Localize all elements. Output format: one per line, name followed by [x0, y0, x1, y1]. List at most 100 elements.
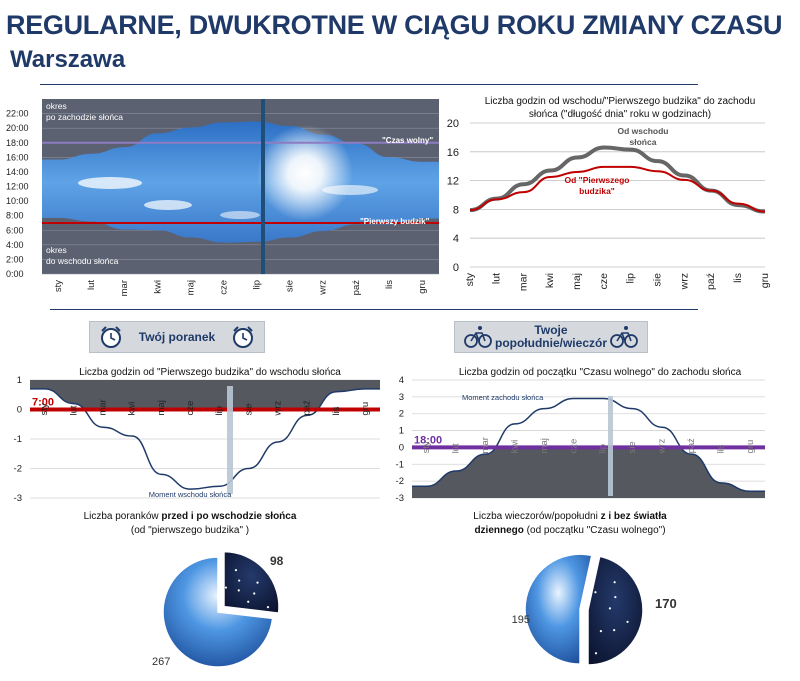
x-tick-label: mar [97, 399, 108, 415]
reference-label: 18:00 [414, 434, 442, 446]
x-tick-label: sty [39, 403, 50, 415]
caption-text: Liczba wieczorów/popołudni [473, 511, 601, 522]
bicycle-icon [610, 326, 638, 348]
pie-slice [223, 550, 280, 614]
annotation-before-sunrise-2: do wschodu słońca [46, 256, 119, 266]
y-tick-label: 2 [399, 409, 404, 420]
evening-chart-title: Liczba godzin od początku "Czasu wolnego… [458, 367, 742, 378]
x-tick-label: cze [568, 439, 579, 454]
y-tick-label: -3 [396, 493, 404, 504]
evening-chart: 18:00 4 3 2 1 0 -1 -2 -3 sty lut mar kwi maj cze lip s… [396, 375, 765, 504]
section-rule [50, 309, 698, 310]
y-tick-label: 12 [447, 176, 459, 188]
pie-label: 195 [512, 614, 530, 626]
x-tick-label: mar [119, 280, 130, 296]
x-tick-label: lut [491, 273, 503, 284]
x-tick-label: lip [625, 273, 637, 284]
x-tick-label: lis [715, 444, 726, 453]
x-tick-label: sie [652, 273, 664, 287]
series-label-line: Od "Pierwszego [565, 175, 630, 185]
daylight-chart: 0:00 2:00 4:00 6:00 8:00 10:00 12:00 14:00 16:00… [6, 99, 439, 296]
sunset-curve [412, 397, 765, 493]
x-tick-label: lis [384, 280, 395, 289]
header-rule [40, 84, 698, 85]
y-tick-label: 4 [453, 233, 459, 245]
x-tick-label: maj [571, 273, 583, 290]
x-tick-label: lis [331, 406, 342, 415]
y-tick-label: -2 [396, 476, 404, 487]
x-tick-label: paź [302, 400, 313, 416]
x-tick-label: sie [285, 280, 296, 292]
today-marker [261, 99, 265, 274]
morning-pie: 267 98 [152, 550, 284, 668]
evening-button[interactable]: Twoje popołudnie/wieczór [454, 321, 648, 353]
x-tick-label: lut [451, 443, 462, 453]
x-tick-label: lut [86, 280, 97, 290]
y-tick-label: 16:00 [6, 152, 29, 162]
star-icon [594, 591, 597, 594]
morning-button[interactable]: Twój poranek [89, 321, 265, 353]
star-icon [224, 586, 228, 589]
pie-slice [587, 555, 644, 666]
x-tick-label: mar [480, 437, 491, 453]
series-label-line: słońca [630, 137, 657, 147]
x-tick-label: paź [705, 273, 717, 290]
x-tick-label: lis [732, 273, 744, 283]
y-tick-label: 1 [17, 375, 22, 386]
star-icon [266, 606, 270, 609]
star-icon [626, 620, 629, 623]
annotation-before-sunrise-1: okres [46, 245, 67, 255]
bicycle-icon [464, 326, 492, 348]
y-tick-label: 0 [453, 262, 459, 274]
y-tick-label: -1 [14, 434, 22, 445]
x-tick-label: lut [68, 405, 79, 415]
series-label-alarm: Od "Pierwszego budzika" [565, 175, 630, 196]
morning-pie-caption: Liczba poranków przed i po wschodzie sło… [40, 510, 340, 538]
star-icon [614, 595, 617, 599]
y-tick-label: 1 [399, 426, 404, 437]
star-icon [238, 579, 241, 582]
evening-pie: 195 170 [512, 553, 677, 666]
morning-button-label: Twój poranek [138, 329, 216, 344]
annotation-free-time: "Czas wolny" [382, 136, 433, 145]
y-tick-label: 0 [17, 405, 22, 416]
x-tick-label: gru [417, 280, 428, 294]
pie-slice [162, 556, 274, 668]
star-icon [594, 652, 598, 655]
sun-icon [257, 125, 353, 221]
x-tick-label: sie [243, 403, 254, 415]
caption-text: (od początku "Czasu wolnego") [523, 525, 666, 536]
pie-label: 267 [152, 656, 170, 668]
y-tick-label: 20 [447, 118, 459, 130]
y-tick-label: 20:00 [6, 123, 29, 133]
x-tick-label: sty [53, 280, 64, 292]
x-tick-label: wrz [678, 273, 690, 290]
caption-bold: z i bez światła [600, 511, 667, 522]
y-tick-label: 18:00 [6, 138, 29, 148]
x-tick-label: lip [598, 444, 609, 454]
series-label-line: budzika" [579, 186, 615, 196]
x-tick-label: kwi [127, 402, 138, 416]
y-tick-label: 0:00 [6, 269, 24, 279]
x-tick-label: lip [252, 280, 263, 290]
x-tick-label: wrz [272, 400, 283, 416]
page-title: REGULARNE, DWUKROTNE W CIĄGU ROKU ZMIANY… [6, 10, 783, 40]
x-tick-label: kwi [152, 280, 163, 294]
x-tick-label: sie [627, 441, 638, 453]
x-tick-label: mar [517, 273, 529, 292]
x-tick-label: maj [156, 400, 167, 415]
alarm-clock-icon [101, 326, 121, 348]
y-tick-label: 16 [447, 147, 459, 159]
annotation-sunset: Moment zachodu słońca [462, 393, 544, 402]
star-icon [608, 607, 612, 610]
series-line [469, 165, 766, 213]
today-marker [227, 386, 233, 494]
x-tick-label: gru [360, 402, 371, 416]
star-icon [256, 581, 259, 584]
evening-pie-caption: Liczba wieczorów/popołudni z i bez świat… [420, 510, 720, 538]
x-tick-label: gru [759, 273, 771, 288]
y-tick-label: 14:00 [6, 167, 29, 177]
y-tick-label: -2 [14, 464, 22, 475]
series-label-sunrise: Od wschodu słońca [618, 126, 669, 147]
star-icon [237, 589, 240, 592]
